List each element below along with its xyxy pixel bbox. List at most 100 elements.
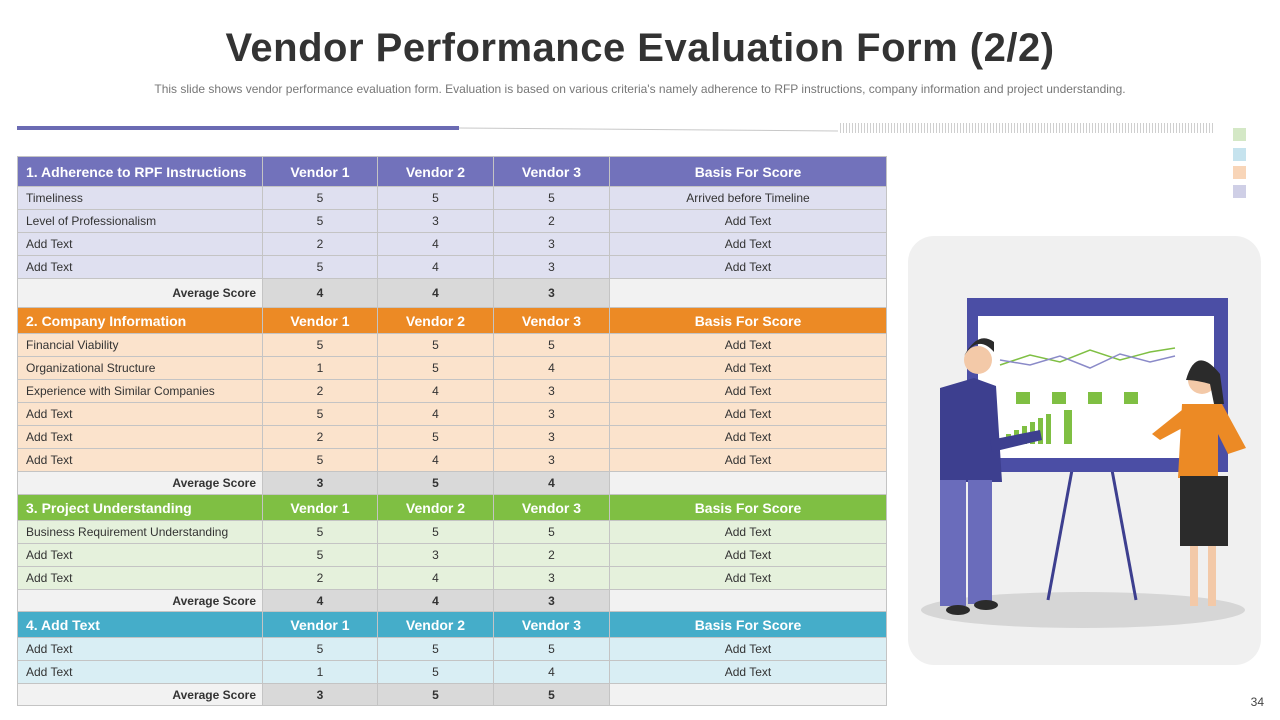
table-cell: Add Text bbox=[17, 402, 263, 426]
table-cell: Add Text bbox=[17, 255, 263, 279]
table-cell: Add Text bbox=[609, 356, 887, 380]
table-cell: 4 bbox=[493, 660, 610, 684]
subtitle: This slide shows vendor performance eval… bbox=[154, 82, 1126, 96]
table-cell: 3 bbox=[493, 255, 610, 279]
table-cell: Add Text bbox=[609, 402, 887, 426]
average-label: Average Score bbox=[17, 683, 263, 706]
header-cell: 2. Company Information bbox=[17, 307, 263, 334]
table-cell: 3 bbox=[493, 566, 610, 590]
swatch bbox=[1233, 148, 1246, 161]
table-cell: 5 bbox=[377, 660, 494, 684]
table-cell: Level of Professionalism bbox=[17, 209, 263, 233]
table-cell: Add Text bbox=[609, 209, 887, 233]
table-cell: 4 bbox=[377, 232, 494, 256]
table-cell: 1 bbox=[262, 356, 378, 380]
header-cell: 4. Add Text bbox=[17, 611, 263, 638]
table-cell: 5 bbox=[262, 448, 378, 472]
table-cell: 2 bbox=[262, 379, 378, 403]
table-cell: 3 bbox=[377, 209, 494, 233]
table-cell: 2 bbox=[262, 566, 378, 590]
empty-cell bbox=[609, 278, 887, 308]
accent-bar bbox=[17, 126, 459, 130]
table-cell: Add Text bbox=[609, 379, 887, 403]
table-cell: 3 bbox=[493, 448, 610, 472]
table-cell: 5 bbox=[377, 356, 494, 380]
page-number: 34 bbox=[1250, 695, 1264, 709]
swatch bbox=[1233, 166, 1246, 179]
table-cell: 5 bbox=[377, 520, 494, 544]
illustration bbox=[908, 236, 1261, 665]
table-cell: 2 bbox=[493, 209, 610, 233]
header-cell: Vendor 1 bbox=[262, 156, 378, 187]
average-score: 3 bbox=[262, 683, 378, 706]
header-cell: Vendor 2 bbox=[377, 156, 494, 187]
table-cell: Add Text bbox=[609, 660, 887, 684]
average-score: 3 bbox=[493, 278, 610, 308]
table-cell: 5 bbox=[377, 637, 494, 661]
table-cell: Add Text bbox=[609, 255, 887, 279]
swatch bbox=[1233, 128, 1246, 141]
table-cell: Organizational Structure bbox=[17, 356, 263, 380]
table-cell: 4 bbox=[377, 255, 494, 279]
table-cell: Business Requirement Understanding bbox=[17, 520, 263, 544]
table-cell: 5 bbox=[262, 637, 378, 661]
swatch bbox=[1233, 185, 1246, 198]
table-cell: Add Text bbox=[609, 448, 887, 472]
average-label: Average Score bbox=[17, 278, 263, 308]
table-cell: 5 bbox=[262, 186, 378, 210]
table-cell: 5 bbox=[262, 255, 378, 279]
average-score: 3 bbox=[493, 589, 610, 612]
table-cell: Add Text bbox=[17, 637, 263, 661]
header-cell: 3. Project Understanding bbox=[17, 494, 263, 521]
table-cell: 4 bbox=[377, 448, 494, 472]
table-cell: Add Text bbox=[609, 333, 887, 357]
header-cell: Vendor 3 bbox=[493, 307, 610, 334]
table-cell: 5 bbox=[262, 402, 378, 426]
table-cell: Experience with Similar Companies bbox=[17, 379, 263, 403]
average-score: 3 bbox=[262, 471, 378, 495]
table-cell: 5 bbox=[262, 209, 378, 233]
table-cell: Add Text bbox=[609, 566, 887, 590]
table-cell: 4 bbox=[377, 402, 494, 426]
empty-cell bbox=[609, 683, 887, 706]
table-cell: Add Text bbox=[609, 425, 887, 449]
table-cell: 4 bbox=[377, 379, 494, 403]
header-cell: Vendor 2 bbox=[377, 494, 494, 521]
average-score: 4 bbox=[262, 589, 378, 612]
table-cell: Add Text bbox=[609, 637, 887, 661]
average-score: 4 bbox=[262, 278, 378, 308]
header-cell: Basis For Score bbox=[609, 307, 887, 334]
table-cell: 5 bbox=[262, 543, 378, 567]
table-cell: 3 bbox=[493, 232, 610, 256]
header-cell: Basis For Score bbox=[609, 156, 887, 187]
header-cell: Vendor 3 bbox=[493, 611, 610, 638]
table-cell: 5 bbox=[493, 186, 610, 210]
table-cell: Add Text bbox=[17, 425, 263, 449]
header-cell: Vendor 1 bbox=[262, 307, 378, 334]
table-cell: Add Text bbox=[17, 660, 263, 684]
table-cell: Financial Viability bbox=[17, 333, 263, 357]
table-cell: 2 bbox=[262, 425, 378, 449]
table-cell: Arrived before Timeline bbox=[609, 186, 887, 210]
average-score: 4 bbox=[377, 589, 494, 612]
header-cell: Vendor 1 bbox=[262, 611, 378, 638]
divider-line bbox=[458, 127, 839, 132]
table-cell: Timeliness bbox=[17, 186, 263, 210]
title: Vendor Performance Evaluation Form (2/2) bbox=[225, 26, 1055, 70]
empty-cell bbox=[609, 471, 887, 495]
table-cell: Add Text bbox=[609, 232, 887, 256]
average-score: 5 bbox=[493, 683, 610, 706]
table-cell: Add Text bbox=[17, 232, 263, 256]
average-label: Average Score bbox=[17, 589, 263, 612]
table-cell: 4 bbox=[493, 356, 610, 380]
table-cell: 5 bbox=[262, 333, 378, 357]
header-cell: Vendor 3 bbox=[493, 494, 610, 521]
empty-cell bbox=[609, 589, 887, 612]
average-score: 4 bbox=[377, 278, 494, 308]
table-cell: Add Text bbox=[17, 448, 263, 472]
table-cell: Add Text bbox=[17, 566, 263, 590]
header-cell: Basis For Score bbox=[609, 494, 887, 521]
average-score: 4 bbox=[493, 471, 610, 495]
